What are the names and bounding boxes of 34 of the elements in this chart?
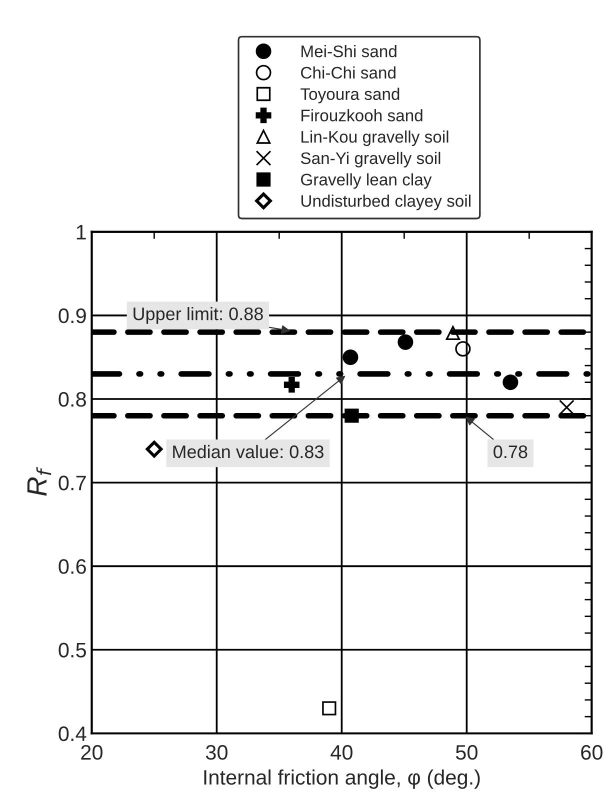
ref-line-label: Median value: 0.83 xyxy=(173,444,324,458)
x-tick-label: 60 xyxy=(581,745,602,760)
y-tick-label: 0.9 xyxy=(58,308,86,324)
x-tick-label: 20 xyxy=(81,745,102,760)
legend-label: Undisturbed clayey soil xyxy=(301,194,470,210)
ref-line-label: Upper limit: 0.88 xyxy=(134,307,263,324)
legend-label: Gravelly lean clay xyxy=(301,173,432,189)
point xyxy=(502,374,518,390)
y-tick-label: 0.7 xyxy=(58,476,86,490)
ref-line-label: 0.78 xyxy=(494,445,528,458)
y-tick-label: 0.6 xyxy=(58,559,86,574)
legend-label: Mei-Shi sand xyxy=(302,45,396,58)
legend-label: Chi-Chi sand xyxy=(301,66,396,79)
legend-label: Firouzkooh sand xyxy=(302,109,422,122)
legend-label: Toyoura sand xyxy=(300,88,400,104)
legend-label: San-Yi gravelly soil xyxy=(300,152,440,168)
y-tick-label: 1 xyxy=(76,225,86,240)
point xyxy=(455,341,471,357)
x-tick-label: 50 xyxy=(456,745,478,760)
x-tick-label: 40 xyxy=(330,745,352,760)
point xyxy=(446,326,460,340)
x-tick-label: 30 xyxy=(206,745,228,760)
x-axis-title: Internal friction angle, φ (deg.) xyxy=(204,769,480,789)
point xyxy=(284,377,300,393)
y-tick-label: 0.4 xyxy=(58,726,86,742)
point xyxy=(322,701,336,716)
point xyxy=(342,349,358,365)
y-axis-title: R$_{f}$ xyxy=(27,467,52,496)
point xyxy=(398,334,414,350)
legend-label: Lin-Kou gravelly soil xyxy=(302,130,448,146)
y-tick-label: 0.5 xyxy=(58,642,86,658)
point xyxy=(344,408,359,423)
y-tick-label: 0.8 xyxy=(58,392,86,407)
point xyxy=(146,440,163,458)
